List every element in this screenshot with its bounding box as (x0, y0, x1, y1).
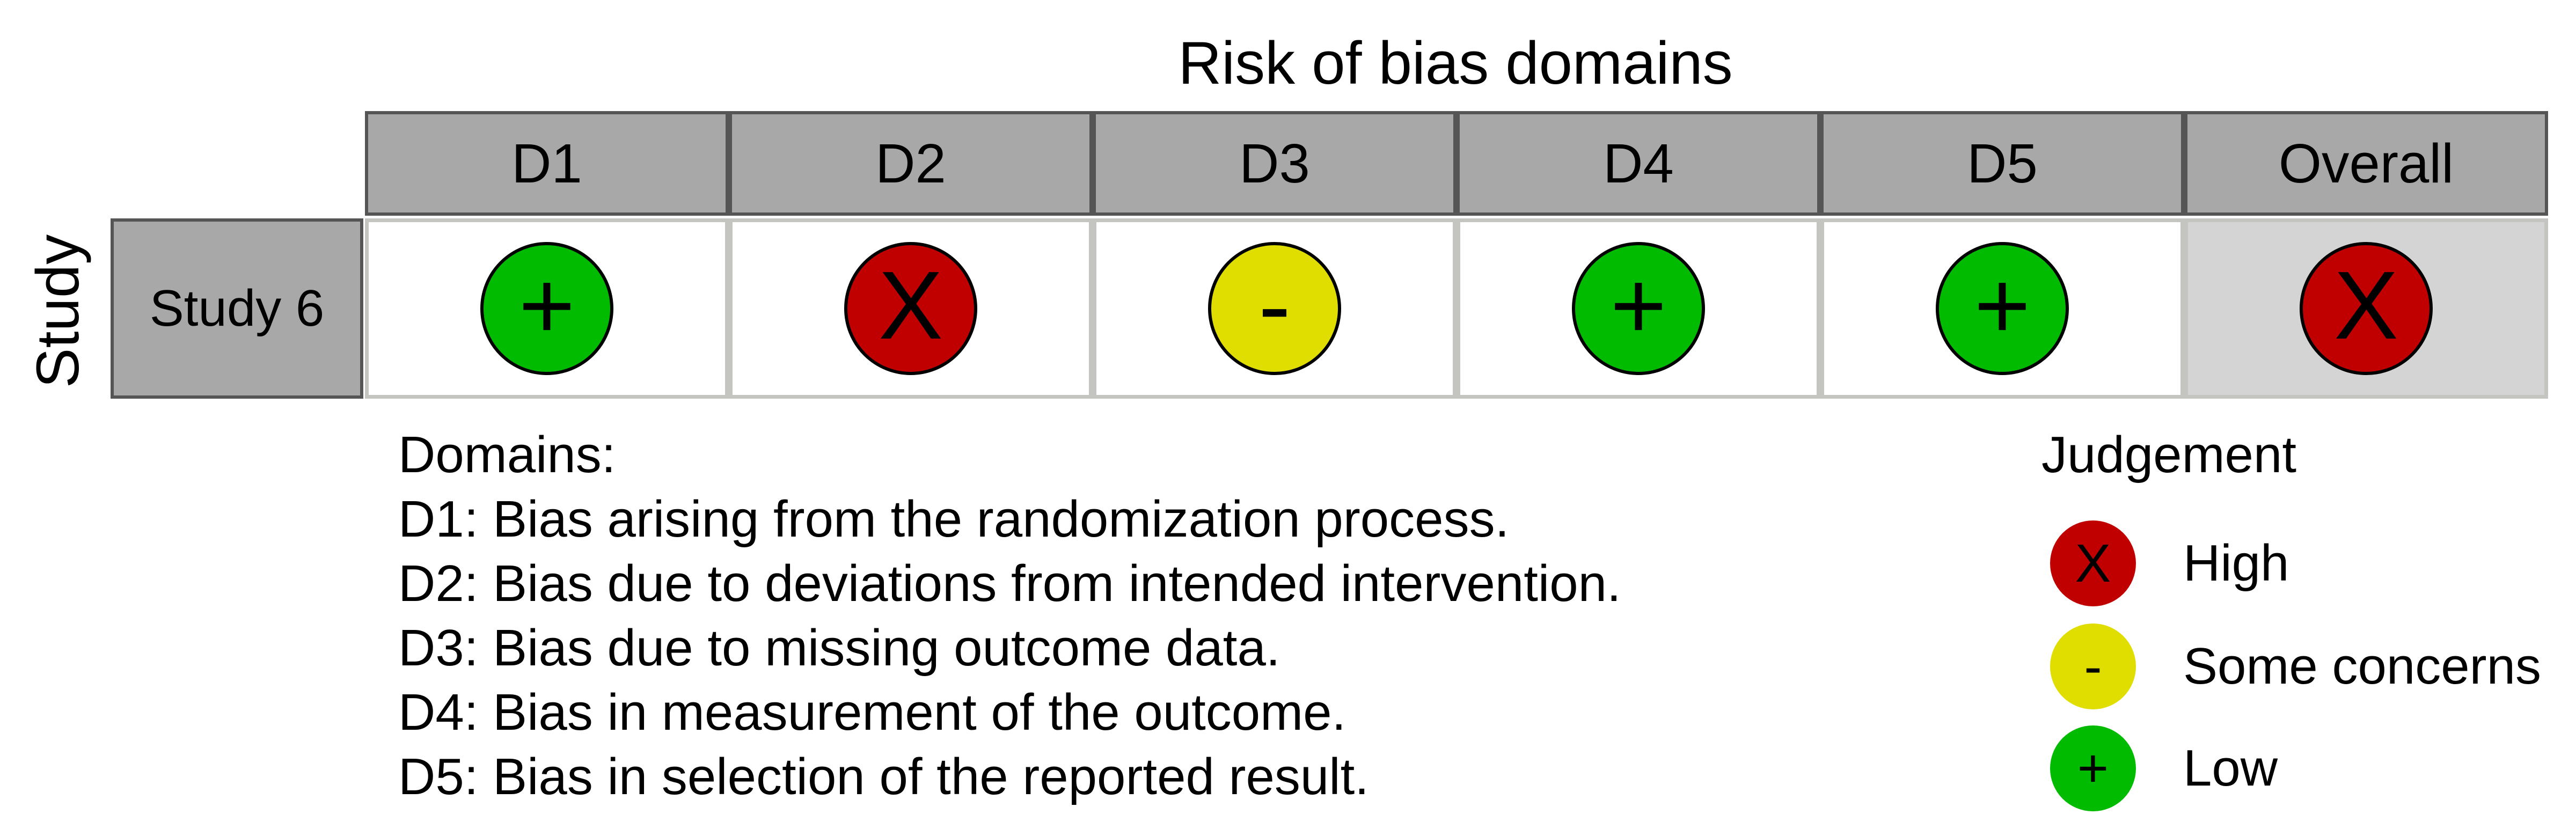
judgement-symbol: X (878, 252, 943, 360)
judgement-dot: + (1572, 242, 1705, 375)
column-header-d1: D1 (365, 111, 729, 216)
judgement-legend-symbol: + (2077, 738, 2109, 798)
judgement-legend-label: Some concerns (2183, 637, 2541, 695)
judgement-symbol: + (1974, 252, 2031, 360)
judgement-legend-title: Judgement (2041, 426, 2296, 483)
judgement-legend-item-high: X High (2050, 520, 2289, 606)
judgement-legend-item-some-concerns: - Some concerns (2050, 624, 2541, 709)
domains-legend-item: D5: Bias in selection of the reported re… (398, 748, 1369, 805)
judgement-dot: + (1936, 242, 2069, 375)
judgement-legend-symbol: X (2075, 533, 2111, 593)
domains-legend-heading: Domains: (398, 426, 616, 483)
judgement-dot: X (844, 242, 977, 375)
judgement-dot: + (480, 242, 613, 375)
column-header-d2: D2 (729, 111, 1093, 216)
judgement-symbol: - (1258, 252, 1291, 360)
judgement-cell-d2: X (729, 218, 1093, 399)
judgement-symbol: X (2333, 252, 2399, 360)
judgement-legend-dot: + (2050, 725, 2136, 811)
judgement-legend-symbol: - (2084, 636, 2102, 696)
judgement-cell-d3: - (1093, 218, 1457, 399)
domains-legend-item: D1: Bias arising from the randomization … (398, 490, 1510, 548)
judgement-legend-dot: X (2050, 520, 2136, 606)
judgement-legend-label: Low (2183, 739, 2278, 797)
judgement-dot: - (1208, 242, 1341, 375)
judgement-symbol: + (1610, 252, 1667, 360)
judgement-cell-d5: + (1820, 218, 2184, 399)
judgement-symbol: + (518, 252, 575, 360)
judgement-legend-dot: - (2050, 624, 2136, 709)
column-header-overall: Overall (2184, 111, 2548, 216)
judgement-cell-d1: + (365, 218, 729, 399)
column-header-d5: D5 (1820, 111, 2184, 216)
domains-legend-item: D3: Bias due to missing outcome data. (398, 619, 1280, 677)
judgement-legend-item-low: + Low (2050, 725, 2278, 811)
column-header-d4: D4 (1457, 111, 1820, 216)
judgement-cell-overall: X (2184, 218, 2548, 399)
figure-title: Risk of bias domains (1178, 30, 1733, 97)
study-name-cell: Study 6 (111, 218, 363, 399)
domains-legend-item: D2: Bias due to deviations from intended… (398, 555, 1621, 612)
domains-legend-item: D4: Bias in measurement of the outcome. (398, 684, 1346, 741)
study-axis-label: Study (24, 234, 91, 388)
judgement-dot: X (2300, 242, 2433, 375)
judgement-cell-d4: + (1457, 218, 1820, 399)
column-header-d3: D3 (1093, 111, 1457, 216)
judgement-legend-label: High (2183, 534, 2289, 592)
domains-legend: Domains: D1: Bias arising from the rando… (398, 423, 1621, 809)
